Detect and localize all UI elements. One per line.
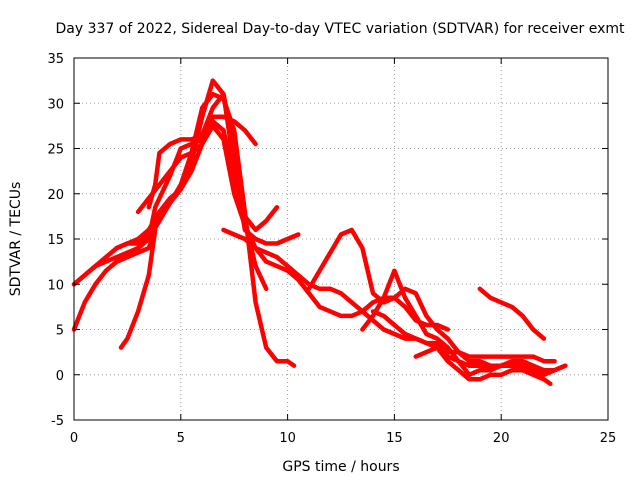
series-line-track-12 xyxy=(413,345,553,387)
y-tick-label: 5 xyxy=(56,324,64,339)
axis-ticks xyxy=(73,57,609,421)
series-line-track-7 xyxy=(114,227,158,350)
series-line-track-4 xyxy=(135,123,451,332)
y-tick-label: -5 xyxy=(51,414,64,429)
series-line-track-11 xyxy=(370,309,557,364)
y-tick-label: 25 xyxy=(47,143,64,158)
y-axis-label: SDTVAR / TECUs xyxy=(8,182,24,297)
y-tick-label: 0 xyxy=(56,369,64,384)
series-line-track-3 xyxy=(71,119,280,287)
y-tick-label: 10 xyxy=(47,278,64,293)
x-tick-label: 0 xyxy=(70,431,78,446)
series-line-track-1 xyxy=(71,91,297,368)
y-tick-label: 20 xyxy=(47,188,64,203)
x-tick-label: 10 xyxy=(279,431,296,446)
series-line-track-6 xyxy=(114,114,258,251)
series-line-track-9 xyxy=(306,227,547,373)
x-tick-label: 15 xyxy=(386,431,403,446)
chart-title: Day 337 of 2022, Sidereal Day-to-day VTE… xyxy=(56,21,626,37)
x-tick-label: 25 xyxy=(600,431,617,446)
series-line-track-13 xyxy=(477,286,547,341)
series-layer xyxy=(71,78,568,387)
y-tick-label: 35 xyxy=(47,52,64,67)
series-line-track-2 xyxy=(71,78,301,287)
y-tick-label: 15 xyxy=(47,233,64,248)
y-tick-label: 30 xyxy=(47,97,64,112)
series-line-track-10 xyxy=(360,268,568,378)
x-tick-label: 20 xyxy=(493,431,510,446)
x-tick-label: 5 xyxy=(177,431,185,446)
tick-labels: 0 5 10 15 20 25 -5 0 5 10 15 20 25 30 35 xyxy=(47,52,616,446)
x-axis-label: GPS time / hours xyxy=(282,459,399,475)
